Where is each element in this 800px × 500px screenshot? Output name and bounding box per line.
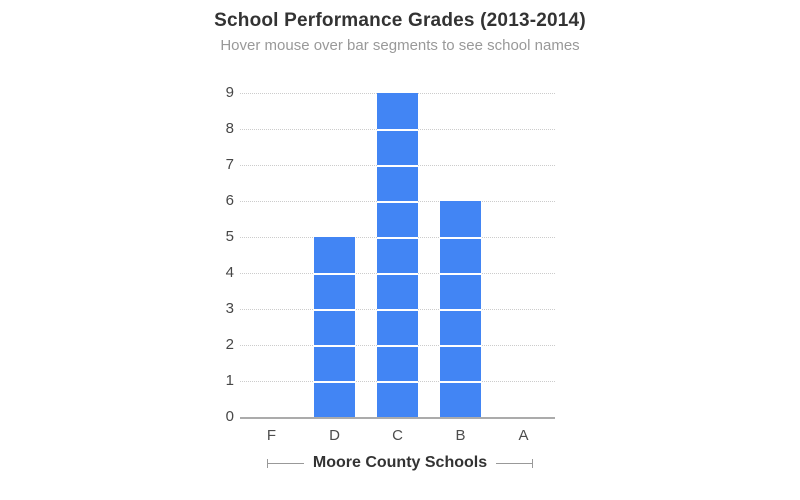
chart-subtitle: Hover mouse over bar segments to see sch… — [220, 37, 580, 54]
x-tick-label-B: B — [455, 427, 466, 444]
bar-segment-C-2[interactable] — [377, 345, 418, 381]
x-axis-title: Moore County Schools — [312, 454, 488, 471]
bar-segment-B-2[interactable] — [440, 345, 481, 381]
bar-segment-C-5[interactable] — [377, 237, 418, 273]
bar-segment-B-6[interactable] — [440, 201, 481, 237]
bar-B[interactable] — [440, 201, 481, 417]
bar-segment-B-1[interactable] — [440, 381, 481, 417]
y-tick-label-7: 7 — [225, 156, 234, 173]
bar-segment-D-2[interactable] — [314, 345, 355, 381]
bar-C[interactable] — [377, 93, 418, 417]
x-tick-label-D: D — [329, 427, 340, 444]
y-tick-label-6: 6 — [225, 192, 234, 209]
y-tick-label-2: 2 — [225, 336, 234, 353]
y-tick-label-4: 4 — [225, 264, 234, 281]
bar-segment-D-3[interactable] — [314, 309, 355, 345]
bar-segment-B-4[interactable] — [440, 273, 481, 309]
bracket-tick — [266, 458, 268, 468]
bar-segment-B-5[interactable] — [440, 237, 481, 273]
axis-range-bracket-right-icon — [496, 458, 534, 468]
y-tick-label-5: 5 — [225, 228, 234, 245]
bar-D[interactable] — [314, 237, 355, 417]
bar-segment-C-6[interactable] — [377, 201, 418, 237]
bracket-line — [496, 462, 534, 464]
y-tick-label-8: 8 — [225, 120, 234, 137]
x-tick-label-C: C — [392, 427, 403, 444]
bar-segment-D-1[interactable] — [314, 381, 355, 417]
y-tick-label-3: 3 — [225, 300, 234, 317]
bracket-line — [266, 462, 304, 464]
bar-segment-D-4[interactable] — [314, 273, 355, 309]
x-axis-title-row: Moore County Schools — [0, 454, 800, 472]
chart-title: School Performance Grades (2013-2014) — [214, 10, 586, 31]
y-tick-label-0: 0 — [225, 408, 234, 425]
bar-segment-B-3[interactable] — [440, 309, 481, 345]
bar-segment-C-3[interactable] — [377, 309, 418, 345]
bar-segment-C-8[interactable] — [377, 129, 418, 165]
y-tick-label-9: 9 — [225, 84, 234, 101]
x-axis-line — [240, 417, 555, 419]
bar-segment-C-1[interactable] — [377, 381, 418, 417]
x-tick-label-A: A — [518, 427, 529, 444]
bar-segment-C-9[interactable] — [377, 93, 418, 129]
bar-segment-C-7[interactable] — [377, 165, 418, 201]
bracket-tick — [532, 458, 534, 468]
axis-range-bracket-left-icon — [266, 458, 304, 468]
bar-segment-C-4[interactable] — [377, 273, 418, 309]
y-tick-label-1: 1 — [225, 372, 234, 389]
bar-segment-D-5[interactable] — [314, 237, 355, 273]
x-tick-label-F: F — [266, 427, 277, 444]
